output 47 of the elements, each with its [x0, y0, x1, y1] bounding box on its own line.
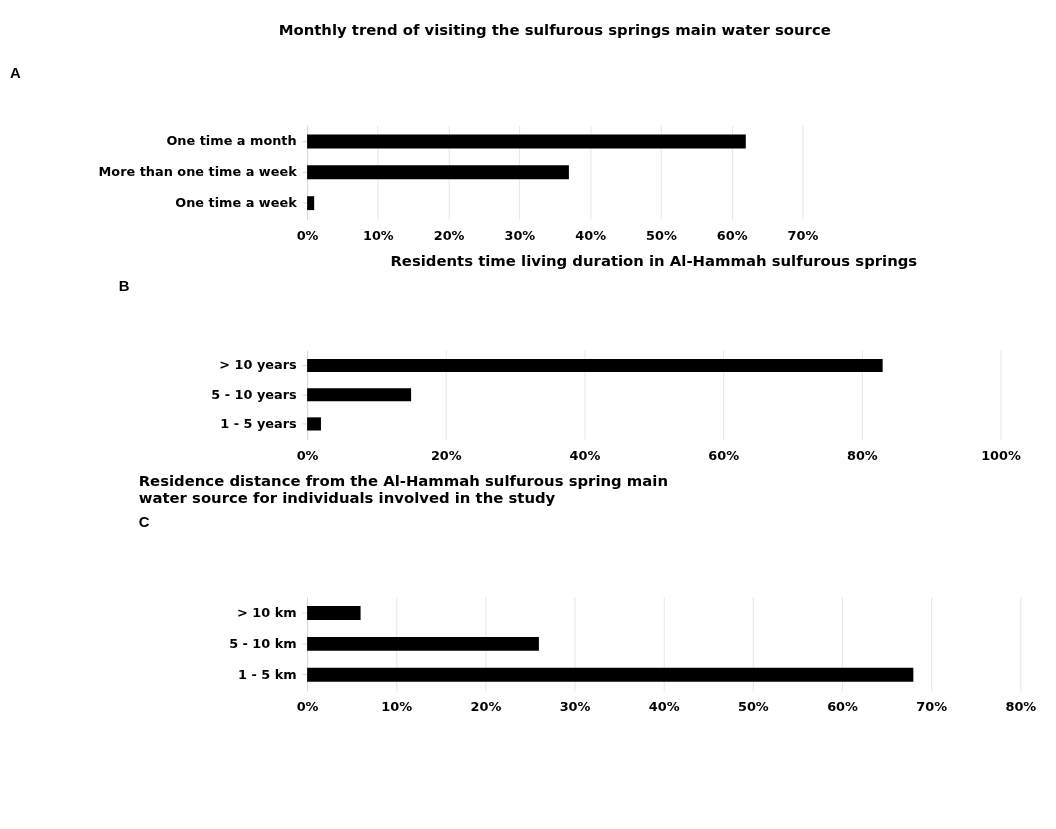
- x-tick-label: 30%: [504, 227, 536, 243]
- x-tick-label: 0%: [296, 447, 319, 463]
- y-tick-label: > 10 years: [219, 357, 298, 373]
- bar: [307, 667, 914, 682]
- x-tick-label: 20%: [430, 447, 462, 463]
- bar: [307, 417, 321, 431]
- x-tick-label: 10%: [381, 699, 413, 715]
- y-tick-label: > 10 km: [237, 604, 297, 620]
- x-tick-label: 50%: [645, 227, 677, 243]
- x-tick-label: 20%: [470, 699, 502, 715]
- bar: [307, 388, 412, 402]
- y-tick-label: One time a month: [166, 133, 297, 149]
- x-tick-label: 50%: [737, 699, 769, 715]
- y-tick-label: One time a week: [175, 195, 298, 211]
- x-tick-label: 60%: [827, 699, 859, 715]
- x-tick-label: 40%: [569, 447, 601, 463]
- bar: [307, 134, 746, 149]
- text: B: [118, 277, 130, 294]
- x-tick-label: 0%: [296, 227, 319, 243]
- bar: [307, 636, 539, 651]
- x-tick-label: 80%: [846, 447, 878, 463]
- x-tick-label: 10%: [362, 227, 394, 243]
- y-tick-label: 5 - 10 years: [211, 386, 298, 402]
- x-tick-label: 0%: [296, 699, 319, 715]
- x-tick-label: 30%: [559, 699, 591, 715]
- x-tick-label: 40%: [575, 227, 607, 243]
- x-tick-label: 80%: [1005, 699, 1037, 715]
- text: C: [138, 514, 150, 531]
- x-tick-label: 100%: [981, 447, 1021, 463]
- bar: [307, 165, 569, 180]
- x-tick-label: 70%: [787, 227, 819, 243]
- x-tick-label: 20%: [433, 227, 465, 243]
- y-tick-label: More than one time a week: [98, 164, 298, 180]
- x-tick-label: 60%: [716, 227, 748, 243]
- y-tick-label: 1 - 5 km: [238, 666, 297, 682]
- bar: [307, 606, 361, 620]
- bar: [307, 358, 883, 373]
- chart-title: Monthly trend of visiting the sulfurous springs main water source: [278, 21, 831, 40]
- x-tick-label: 70%: [916, 699, 948, 715]
- chart-title: Residents time living duration in Al-Hammah sulfurous springs: [390, 251, 918, 270]
- y-tick-label: 5 - 10 km: [229, 635, 297, 651]
- bar: [307, 196, 315, 211]
- chart-title: Residence distance from the Al-Hammah sulfurous spring main water source for individuals involved in the study: [138, 471, 669, 507]
- x-tick-label: 40%: [648, 699, 680, 715]
- x-tick-label: 60%: [708, 447, 740, 463]
- text: A: [9, 64, 21, 81]
- y-tick-label: 1 - 5 years: [220, 415, 298, 431]
